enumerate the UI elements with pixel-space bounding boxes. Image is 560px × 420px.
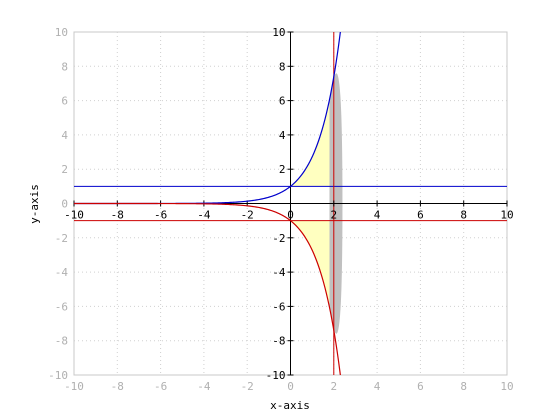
- y-tick-label: 6: [279, 95, 286, 108]
- frame-y-tick-label: 8: [61, 60, 68, 73]
- x-tick-label: 2: [330, 209, 337, 222]
- frame-y-tick-label: 0: [61, 198, 68, 211]
- curves: [74, 32, 341, 375]
- frame-x-tick-label: 2: [330, 380, 337, 393]
- x-tick-label: 10: [500, 209, 513, 222]
- x-tick-label: -10: [64, 209, 84, 222]
- x-tick-label: -2: [241, 209, 254, 222]
- y-tick-label: 4: [279, 129, 286, 142]
- y-tick-label: -2: [272, 232, 285, 245]
- x-tick-label: 0: [287, 209, 294, 222]
- y-tick-label: -10: [266, 369, 286, 382]
- frame-y-tick-label: 10: [55, 26, 68, 39]
- frame-x-tick-label: -4: [197, 380, 211, 393]
- shaded-region-upper: [290, 99, 330, 187]
- x-tick-label: -6: [154, 209, 167, 222]
- y-tick-label: 2: [279, 163, 286, 176]
- lower-curve: [74, 202, 341, 375]
- frame-y-tick-label: -10: [48, 369, 68, 382]
- y-tick-label: 8: [279, 60, 286, 73]
- y-axis-title: y-axis: [28, 184, 41, 224]
- x-tick-label: 6: [417, 209, 424, 222]
- frame-x-tick-label: -10: [64, 380, 84, 393]
- frame-x-tick-label: -2: [241, 380, 254, 393]
- frame-y-tick-label: 2: [61, 163, 68, 176]
- shaded-region-lower: [290, 220, 330, 308]
- frame-y-tick-label: -6: [55, 300, 68, 313]
- frame-y-tick-label: -4: [55, 266, 69, 279]
- x-tick-label: -8: [111, 209, 124, 222]
- frame-x-tick-label: -8: [111, 380, 124, 393]
- x-tick-label: 4: [374, 209, 381, 222]
- frame-y-tick-label: 6: [61, 95, 68, 108]
- y-tick-label: 10: [272, 26, 285, 39]
- y-tick-label: -8: [272, 335, 285, 348]
- frame-x-tick-label: 10: [500, 380, 513, 393]
- frame-x-tick-label: 8: [460, 380, 467, 393]
- x-axis-title: x-axis: [270, 399, 310, 412]
- frame-y-tick-label: -8: [55, 335, 68, 348]
- y-tick-label: -4: [272, 266, 286, 279]
- x-tick-label: -4: [197, 209, 211, 222]
- frame-y-tick-label: -2: [55, 232, 68, 245]
- x-tick-label: 8: [460, 209, 467, 222]
- y-tick-label: -6: [272, 300, 285, 313]
- frame-x-tick-label: 0: [287, 380, 294, 393]
- frame-x-tick-label: -6: [154, 380, 167, 393]
- frame-x-tick-label: 4: [374, 380, 381, 393]
- frame-x-tick-label: 6: [417, 380, 424, 393]
- frame-y-tick-label: 4: [61, 129, 68, 142]
